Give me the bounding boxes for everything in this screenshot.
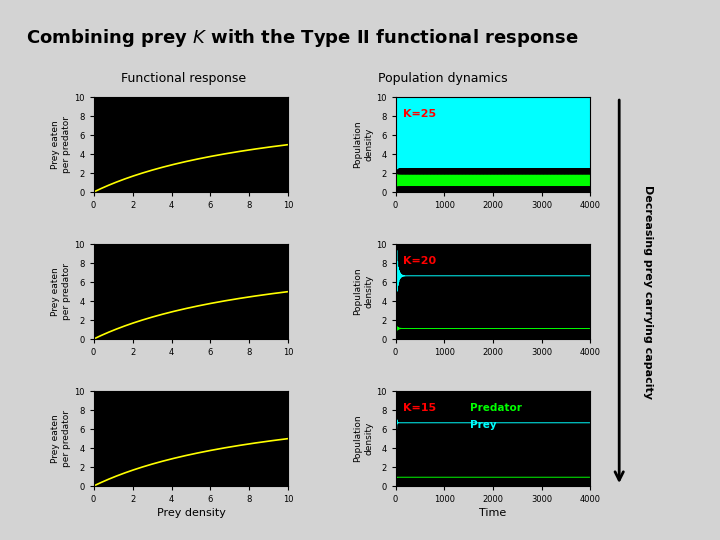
Y-axis label: Population
density: Population density [354, 121, 373, 168]
Text: Prey: Prey [469, 420, 496, 430]
X-axis label: Prey density: Prey density [156, 508, 225, 518]
Y-axis label: Prey eaten
per predator: Prey eaten per predator [51, 116, 71, 173]
Text: Functional response: Functional response [121, 72, 246, 85]
Y-axis label: Population
density: Population density [354, 268, 373, 315]
Y-axis label: Prey eaten
per predator: Prey eaten per predator [51, 263, 71, 320]
Text: K=20: K=20 [403, 255, 436, 266]
Y-axis label: Prey eaten
per predator: Prey eaten per predator [51, 410, 71, 467]
Text: Combining prey $K$ with the Type II functional response: Combining prey $K$ with the Type II func… [26, 27, 579, 49]
Y-axis label: Population
density: Population density [354, 415, 373, 462]
Text: Predator: Predator [469, 402, 521, 413]
X-axis label: Time: Time [480, 508, 507, 518]
Text: Population dynamics: Population dynamics [378, 72, 508, 85]
Text: K=15: K=15 [403, 402, 436, 413]
Text: Decreasing prey carrying capacity: Decreasing prey carrying capacity [643, 185, 653, 399]
Text: K=25: K=25 [403, 109, 436, 119]
